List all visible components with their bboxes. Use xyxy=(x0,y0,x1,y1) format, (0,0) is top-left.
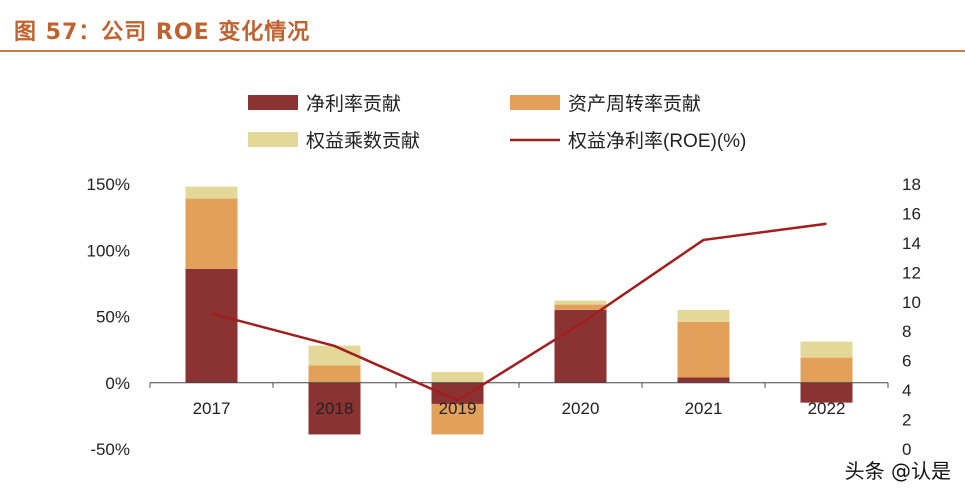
title-divider xyxy=(0,50,965,52)
y-left-tick-label: 50% xyxy=(96,308,130,327)
bar-2022-s1 xyxy=(800,357,853,383)
x-tick-label: 2017 xyxy=(193,399,231,418)
y-right-tick-label: 18 xyxy=(902,175,921,194)
x-tick-label: 2022 xyxy=(808,399,846,418)
y-right-tick-label: 12 xyxy=(902,263,921,282)
watermark-text: 头条 @认是 xyxy=(844,459,951,483)
roe-line xyxy=(211,222,827,402)
legend-swatch-s0 xyxy=(248,95,298,110)
bar-2017-s0 xyxy=(185,268,238,383)
bar-2021-s0 xyxy=(677,377,730,383)
x-tick-label: 2021 xyxy=(685,399,723,418)
bar-2020-s1 xyxy=(554,304,607,310)
legend-label-s3: 权益净利率(ROE)(%) xyxy=(568,130,746,152)
bar-2018-s2 xyxy=(308,345,361,366)
legend-label-s2: 权益乘数贡献 xyxy=(306,130,420,152)
bar-2017-s1 xyxy=(185,198,238,269)
bars-layer xyxy=(185,186,853,435)
y-right-tick-label: 8 xyxy=(902,322,911,341)
x-tick-label: 2018 xyxy=(316,399,354,418)
legend-label-s1: 资产周转率贡献 xyxy=(568,93,701,115)
y-right-tick-label: 4 xyxy=(902,381,911,400)
legend-label-s0: 净利率贡献 xyxy=(306,93,401,115)
bar-2020-s2 xyxy=(554,300,607,305)
bar-2020-s0 xyxy=(554,309,607,383)
y-left-tick-label: 150% xyxy=(87,175,130,194)
bar-2017-s2 xyxy=(185,186,238,199)
bar-2019-s2 xyxy=(431,372,484,383)
legend-swatch-s1 xyxy=(510,95,560,110)
bar-2022-s0 xyxy=(800,382,853,403)
x-tick-label: 2020 xyxy=(562,399,600,418)
y-left-tick-label: 100% xyxy=(87,241,130,260)
legend-swatch-s2 xyxy=(248,132,298,147)
bar-2021-s2 xyxy=(677,309,730,322)
bar-2018-s1 xyxy=(308,365,361,383)
y-right-tick-label: 16 xyxy=(902,204,921,223)
y-right-tick-label: 2 xyxy=(902,411,911,430)
y-left-tick-label: 0% xyxy=(105,374,130,393)
bar-2019-s1 xyxy=(431,403,484,435)
y-right-tick-label: 6 xyxy=(902,352,911,371)
y-right-tick-label: 0 xyxy=(902,440,911,459)
roe-line-layer xyxy=(211,222,827,402)
y-right-tick-label: 10 xyxy=(902,293,921,312)
y-left-tick-label: -50% xyxy=(90,440,130,459)
bar-2022-s2 xyxy=(800,341,853,358)
bar-2018-s0 xyxy=(308,382,361,435)
x-tick-label: 2019 xyxy=(439,399,477,418)
bar-2019-s0 xyxy=(431,382,484,404)
bar-2021-s1 xyxy=(677,321,730,378)
y-right-tick-label: 14 xyxy=(902,234,921,253)
page-title: 图 57：公司 ROE 变化情况 xyxy=(14,20,311,45)
axes-layer: 2017 2018 2019 2020 2021 2022-50%0%50%100%150… xyxy=(87,175,921,459)
